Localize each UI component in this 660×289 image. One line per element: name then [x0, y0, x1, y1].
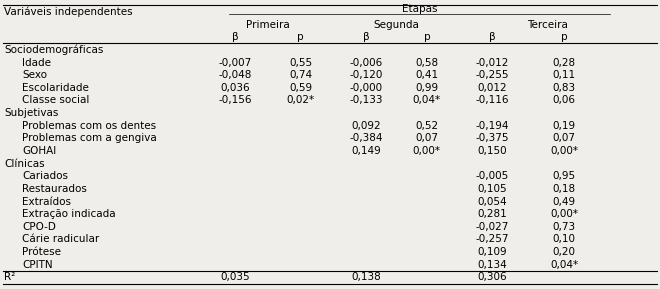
Text: Sexo: Sexo: [22, 70, 48, 80]
Text: Idade: Idade: [22, 58, 51, 68]
Text: -0,000: -0,000: [349, 83, 383, 93]
Text: GOHAI: GOHAI: [22, 146, 57, 156]
Text: Prótese: Prótese: [22, 247, 61, 257]
Text: Cariados: Cariados: [22, 171, 69, 181]
Text: Primeira: Primeira: [246, 20, 290, 30]
Text: 0,73: 0,73: [552, 222, 576, 232]
Text: β: β: [363, 32, 370, 42]
Text: CPITN: CPITN: [22, 260, 53, 270]
Text: -0,116: -0,116: [476, 95, 509, 105]
Text: 0,41: 0,41: [415, 70, 438, 80]
Text: 0,00*: 0,00*: [550, 209, 578, 219]
Text: -0,133: -0,133: [349, 95, 383, 105]
Text: 0,55: 0,55: [289, 58, 312, 68]
Text: 0,00*: 0,00*: [413, 146, 441, 156]
Text: 0,28: 0,28: [552, 58, 576, 68]
Text: -0,120: -0,120: [349, 70, 383, 80]
Text: Variáveis independentes: Variáveis independentes: [4, 7, 133, 17]
Text: 0,83: 0,83: [552, 83, 576, 93]
Text: 0,59: 0,59: [289, 83, 312, 93]
Text: 0,092: 0,092: [351, 121, 381, 131]
Text: 0,149: 0,149: [351, 146, 381, 156]
Text: Cárie radicular: Cárie radicular: [22, 234, 100, 244]
Text: -0,375: -0,375: [476, 134, 509, 143]
Text: Extração indicada: Extração indicada: [22, 209, 116, 219]
Text: -0,156: -0,156: [218, 95, 252, 105]
Text: Problemas com os dentes: Problemas com os dentes: [22, 121, 156, 131]
Text: -0,027: -0,027: [476, 222, 509, 232]
Text: 0,58: 0,58: [415, 58, 438, 68]
Text: 0,02*: 0,02*: [286, 95, 315, 105]
Text: Clínicas: Clínicas: [4, 159, 45, 169]
Text: -0,012: -0,012: [476, 58, 509, 68]
Text: 0,74: 0,74: [289, 70, 312, 80]
Text: Classe social: Classe social: [22, 95, 90, 105]
Text: 0,105: 0,105: [477, 184, 507, 194]
Text: 0,95: 0,95: [552, 171, 576, 181]
Text: 0,012: 0,012: [477, 83, 507, 93]
Text: 0,054: 0,054: [477, 197, 507, 207]
Text: p: p: [561, 32, 568, 42]
Text: 0,036: 0,036: [220, 83, 250, 93]
Text: -0,007: -0,007: [218, 58, 251, 68]
Text: Escolaridade: Escolaridade: [22, 83, 89, 93]
Text: 0,18: 0,18: [552, 184, 576, 194]
Text: -0,257: -0,257: [476, 234, 509, 244]
Text: 0,035: 0,035: [220, 272, 250, 282]
Text: 0,10: 0,10: [553, 234, 576, 244]
Text: Extraídos: Extraídos: [22, 197, 71, 207]
Text: 0,52: 0,52: [415, 121, 438, 131]
Text: β: β: [232, 32, 238, 42]
Text: 0,00*: 0,00*: [550, 146, 578, 156]
Text: -0,005: -0,005: [476, 171, 509, 181]
Text: Subjetivas: Subjetivas: [4, 108, 59, 118]
Text: -0,006: -0,006: [349, 58, 383, 68]
Text: 0,306: 0,306: [477, 272, 507, 282]
Text: 0,04*: 0,04*: [550, 260, 578, 270]
Text: 0,20: 0,20: [553, 247, 576, 257]
Text: 0,04*: 0,04*: [412, 95, 441, 105]
Text: Terceira: Terceira: [527, 20, 568, 30]
Text: -0,255: -0,255: [476, 70, 509, 80]
Text: β: β: [489, 32, 496, 42]
Text: 0,109: 0,109: [477, 247, 507, 257]
Text: -0,194: -0,194: [476, 121, 509, 131]
Text: 0,07: 0,07: [415, 134, 438, 143]
Text: -0,384: -0,384: [349, 134, 383, 143]
Text: 0,138: 0,138: [351, 272, 381, 282]
Text: R²: R²: [4, 272, 15, 282]
Text: CPO-D: CPO-D: [22, 222, 56, 232]
Text: p: p: [424, 32, 430, 42]
Text: 0,281: 0,281: [477, 209, 507, 219]
Text: Restaurados: Restaurados: [22, 184, 87, 194]
Text: Segunda: Segunda: [374, 20, 419, 30]
Text: 0,49: 0,49: [552, 197, 576, 207]
Text: 0,11: 0,11: [552, 70, 576, 80]
Text: 0,134: 0,134: [477, 260, 507, 270]
Text: p: p: [297, 32, 304, 42]
Text: 0,150: 0,150: [477, 146, 507, 156]
Text: 0,19: 0,19: [552, 121, 576, 131]
Text: 0,06: 0,06: [553, 95, 576, 105]
Text: 0,07: 0,07: [553, 134, 576, 143]
Text: -0,048: -0,048: [218, 70, 252, 80]
Text: Sociodemográficas: Sociodemográficas: [4, 45, 104, 55]
Text: 0,99: 0,99: [415, 83, 438, 93]
Text: Problemas com a gengiva: Problemas com a gengiva: [22, 134, 157, 143]
Text: Etapas: Etapas: [401, 4, 437, 14]
